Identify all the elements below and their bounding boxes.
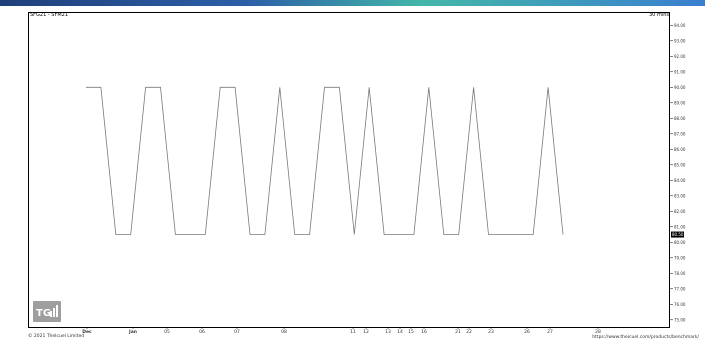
x-tick-label: 13 xyxy=(385,329,391,335)
y-tick-label: 78.00 xyxy=(674,271,686,276)
x-tick-label: 21 xyxy=(455,329,461,335)
logo-text: TG xyxy=(36,308,51,319)
y-tick-label: 80.00 xyxy=(674,240,686,245)
y-axis: 75.00 76.00 77.00 78.00 79.00 80.00 81.00 82.00… xyxy=(670,23,686,322)
x-tick-label: 08 xyxy=(281,329,287,335)
x-tick-label: 05 xyxy=(164,329,170,335)
y-tick-label: 76.00 xyxy=(674,302,686,307)
y-tick-label: 75.00 xyxy=(674,317,686,322)
x-tick-label: 12 xyxy=(363,329,369,335)
x-tick-label: 11 xyxy=(350,329,356,335)
source-url[interactable]: https://www.theicuel.com/products/benchm… xyxy=(592,335,699,340)
x-tick-label: 27 xyxy=(547,329,553,335)
chart-frame xyxy=(28,12,670,328)
chart-symbol-label: SFG21 - SFM21 xyxy=(30,12,68,18)
y-tick-label: 89.00 xyxy=(674,100,686,105)
y-tick-label: 82.00 xyxy=(674,209,686,214)
last-value-box xyxy=(671,231,684,238)
x-tick-label: 16 xyxy=(421,329,427,335)
chart-interval-label: 30 mins xyxy=(649,12,669,18)
top-accent-bar xyxy=(0,0,705,6)
last-value-marker: 80.50 xyxy=(671,231,684,238)
y-tick-label: 88.00 xyxy=(674,116,686,121)
last-value-label: 80.50 xyxy=(672,232,684,237)
x-tick-label: 26 xyxy=(524,329,530,335)
x-tick-label: 14 xyxy=(397,329,403,335)
x-tick-label: 06 xyxy=(199,329,205,335)
y-tick-label: 93.00 xyxy=(674,38,686,43)
y-tick-label: 92.00 xyxy=(674,54,686,59)
logo: TG xyxy=(33,301,61,322)
x-tick-label: 22 xyxy=(466,329,472,335)
x-tick-label: Dec xyxy=(82,329,92,335)
logo-icon: TG xyxy=(36,305,58,319)
x-tick-label: 23 xyxy=(488,329,494,335)
y-tick-label: 83.00 xyxy=(674,193,686,198)
y-tick-label: 79.00 xyxy=(674,255,686,260)
y-tick-label: 90.00 xyxy=(674,85,686,90)
y-tick-label: 94.00 xyxy=(674,23,686,28)
y-tick-label: 86.00 xyxy=(674,147,686,152)
y-tick-label: 87.00 xyxy=(674,131,686,136)
y-tick-label: 77.00 xyxy=(674,286,686,291)
y-tick-label: 85.00 xyxy=(674,162,686,167)
y-tick-label: 84.00 xyxy=(674,178,686,183)
y-tick-label: 91.00 xyxy=(674,69,686,74)
x-tick-label: 07 xyxy=(234,329,240,335)
x-tick-label: 28 xyxy=(595,329,601,335)
series-line xyxy=(86,86,564,235)
y-tick-label: 81.00 xyxy=(674,224,686,229)
x-tick-label: 15 xyxy=(408,329,414,335)
x-tick-label: Jan xyxy=(128,329,137,335)
x-axis: Dec Jan 05 06 07 08 11 12 13 14 15 16 21 22 23 26 27 28 xyxy=(82,327,601,335)
copyright-text: © 2021 TheIcuel Limited xyxy=(28,334,85,339)
